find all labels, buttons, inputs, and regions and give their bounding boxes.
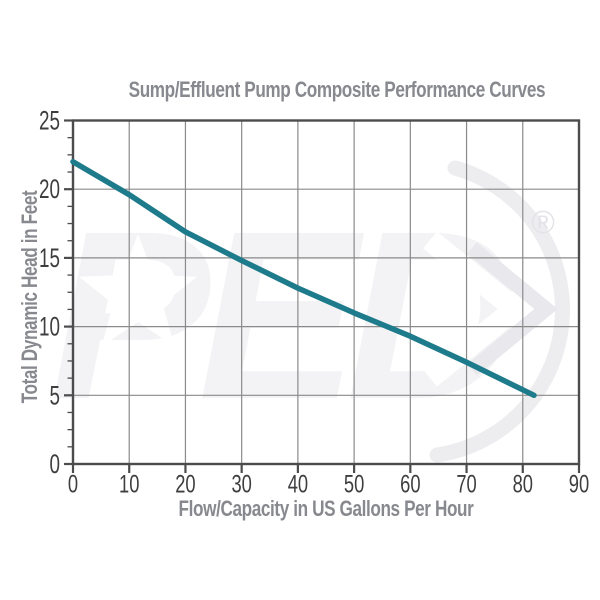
arrow-icon (467, 242, 558, 376)
x-tick-label: 40 (288, 471, 308, 499)
y-tick-label: 5 (50, 380, 61, 410)
y-tick-label: 10 (39, 312, 60, 342)
x-tick-label: 70 (456, 471, 476, 499)
x-tick-label: 0 (68, 471, 78, 499)
star-icon (79, 234, 197, 347)
registered-trademark-icon: ® (531, 204, 555, 240)
watermark-swoosh-arc (429, 160, 570, 463)
performance-curve (70, 158, 537, 399)
x-tick-label: 60 (400, 471, 420, 499)
arrow-icon (423, 231, 533, 387)
x-tick-label: 90 (569, 471, 589, 499)
x-tick-label: 20 (175, 471, 195, 499)
x-tick-label: 10 (119, 471, 139, 499)
y-tick-label: 15 (39, 243, 60, 273)
y-tick-label: 20 (39, 174, 60, 204)
ped-watermark: PED ® (50, 160, 570, 463)
y-tick-label: 0 (50, 449, 61, 479)
chart-title: Sump/Effluent Pump Composite Performance… (128, 77, 546, 102)
x-tick-label: 50 (344, 471, 364, 499)
x-tick-label: 30 (231, 471, 251, 499)
y-tick-label: 25 (39, 106, 60, 136)
x-tick-label: 80 (513, 471, 533, 499)
y-axis-title: Total Dynamic Head in Feet (17, 190, 42, 404)
x-axis-title: Flow/Capacity in US Gallons Per Hour (178, 496, 474, 521)
